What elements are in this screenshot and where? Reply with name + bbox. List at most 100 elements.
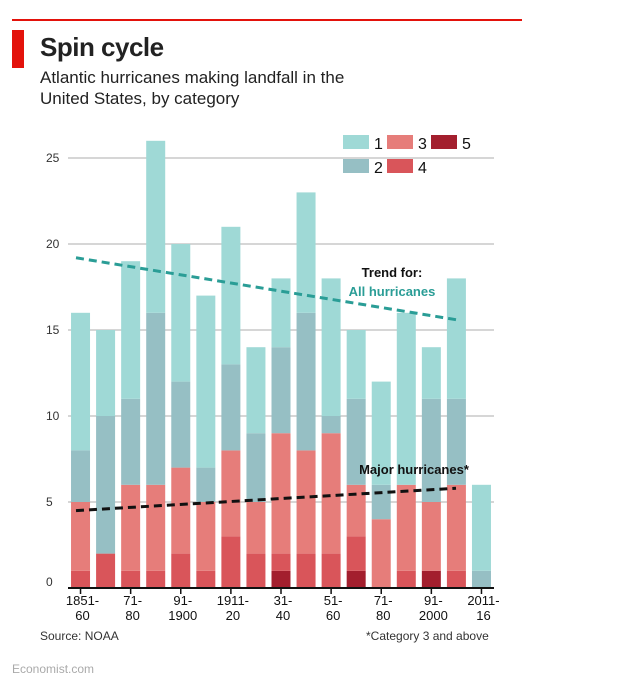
bar-segment-cat3 (121, 484, 141, 571)
bar-segment-cat1 (96, 330, 116, 416)
bar-segment-cat1 (321, 278, 341, 416)
bar-segment-cat1 (271, 278, 291, 348)
bars (71, 140, 491, 588)
bar-segment-cat4 (346, 536, 366, 571)
x-tick-label-sub: 80 (125, 608, 139, 623)
legend-swatch-cat4 (387, 159, 413, 173)
y-tick-label: 15 (46, 323, 60, 337)
bar-segment-cat4 (246, 553, 266, 588)
trend-major-label: Major hurricanes* (359, 462, 470, 477)
bar-segment-cat1 (171, 244, 191, 382)
source-note: Source: NOAA (40, 629, 119, 643)
bar-segment-cat4 (396, 570, 416, 588)
trend-all-label-line1: Trend for: (362, 265, 423, 280)
x-tick-label-sub: 1900 (168, 608, 197, 623)
bar-segment-cat1 (196, 295, 216, 468)
bar-segment-cat2 (371, 484, 391, 520)
chart-subtitle: Atlantic hurricanes making landfall in t… (40, 68, 345, 108)
bar-segment-cat3 (196, 502, 216, 571)
legend-swatch-cat2 (343, 159, 369, 173)
bar-segment-cat1 (246, 347, 266, 434)
bar-segment-cat4 (221, 536, 241, 588)
bar-segment-cat2 (196, 467, 216, 502)
x-tick-label-sub: 60 (326, 608, 340, 623)
bar-segment-cat4 (271, 553, 291, 571)
x-tick-label: 1911- (217, 593, 249, 608)
bar-segment-cat3 (246, 502, 266, 554)
bar-segment-cat3 (446, 484, 466, 571)
chart-title: Spin cycle (40, 32, 164, 62)
top-rule (12, 19, 522, 21)
x-tick-label: 2011- (467, 593, 499, 608)
bar-segment-cat2 (296, 312, 316, 451)
x-tick-label: 51- (324, 593, 343, 608)
bar-segment-cat3 (71, 502, 91, 571)
bar-segment-cat1 (221, 226, 241, 365)
bar-segment-cat2 (71, 450, 91, 502)
bar-segment-cat4 (296, 553, 316, 588)
bar-segment-cat1 (121, 261, 141, 399)
trend-lines: Trend for: All hurricanes Major hurricanes… (75, 256, 470, 513)
bar-segment-cat4 (321, 553, 341, 588)
bar-segment-cat1 (296, 192, 316, 313)
bar-segment-cat2 (346, 398, 366, 485)
bar-segment-cat2 (271, 347, 291, 434)
bar-segment-cat1 (346, 330, 366, 399)
x-tick-label: 71- (374, 593, 393, 608)
bar-segment-cat2 (96, 416, 116, 554)
x-tick-label-sub: 16 (476, 608, 490, 623)
legend-swatch-cat1 (343, 135, 369, 149)
trend-line-major (75, 486, 457, 513)
bar-segment-cat4 (121, 570, 141, 588)
bar-segment-cat3 (221, 450, 241, 537)
bar-segment-cat3 (346, 484, 366, 537)
bar-segment-cat2 (321, 416, 341, 434)
legend-label-cat3: 3 (418, 136, 427, 153)
x-tick-label-sub: 80 (376, 608, 390, 623)
y-axis-labels: 0 5 10 15 20 25 (46, 151, 60, 589)
footnote: *Category 3 and above (366, 629, 489, 643)
bar-segment-cat3 (271, 433, 291, 554)
bar-segment-cat4 (196, 570, 216, 588)
bar-segment-cat3 (146, 484, 166, 571)
x-tick-label: 31- (274, 593, 293, 608)
x-tick-label-sub: 20 (226, 608, 240, 623)
bar-segment-cat1 (471, 484, 491, 571)
x-tick-label: 1851- (66, 593, 99, 608)
bar-segment-cat3 (171, 467, 191, 554)
x-tick-label: 91- (424, 593, 443, 608)
bar-segment-cat2 (121, 398, 141, 485)
bar-segment-cat1 (421, 347, 441, 399)
bar-segment-cat2 (446, 398, 466, 485)
bar-segment-cat1 (71, 312, 91, 451)
x-tick-label-sub: 40 (276, 608, 290, 623)
brand-text: Economist.com (12, 662, 95, 676)
bar-segment-cat4 (71, 570, 91, 588)
trend-all-label-line2: All hurricanes (349, 284, 436, 299)
legend: 1 2 3 4 5 (343, 135, 471, 177)
bar-segment-cat3 (321, 433, 341, 554)
bar-segment-cat3 (296, 450, 316, 554)
legend-swatch-cat3 (387, 135, 413, 149)
bar-segment-cat4 (446, 570, 466, 588)
legend-swatch-cat5 (431, 135, 457, 149)
legend-label-cat4: 4 (418, 160, 427, 177)
y-tick-label: 10 (46, 409, 60, 423)
y-tick-label: 25 (46, 151, 60, 165)
legend-label-cat2: 2 (374, 160, 383, 177)
bar-segment-cat3 (396, 484, 416, 571)
bar-segment-cat4 (171, 553, 191, 588)
bar-segment-cat3 (371, 519, 391, 588)
bar-segment-cat2 (146, 312, 166, 485)
bar-segment-cat5 (421, 570, 441, 588)
bar-segment-cat4 (96, 553, 116, 588)
x-tick-label-sub: 2000 (419, 608, 448, 623)
bar-segment-cat2 (246, 433, 266, 502)
x-tick-label: 71- (123, 593, 142, 608)
y-tick-label: 5 (46, 495, 53, 509)
x-tick-label: 91- (173, 593, 192, 608)
legend-label-cat1: 1 (374, 136, 383, 153)
bar-segment-cat5 (346, 570, 366, 588)
bar-segment-cat2 (221, 364, 241, 451)
